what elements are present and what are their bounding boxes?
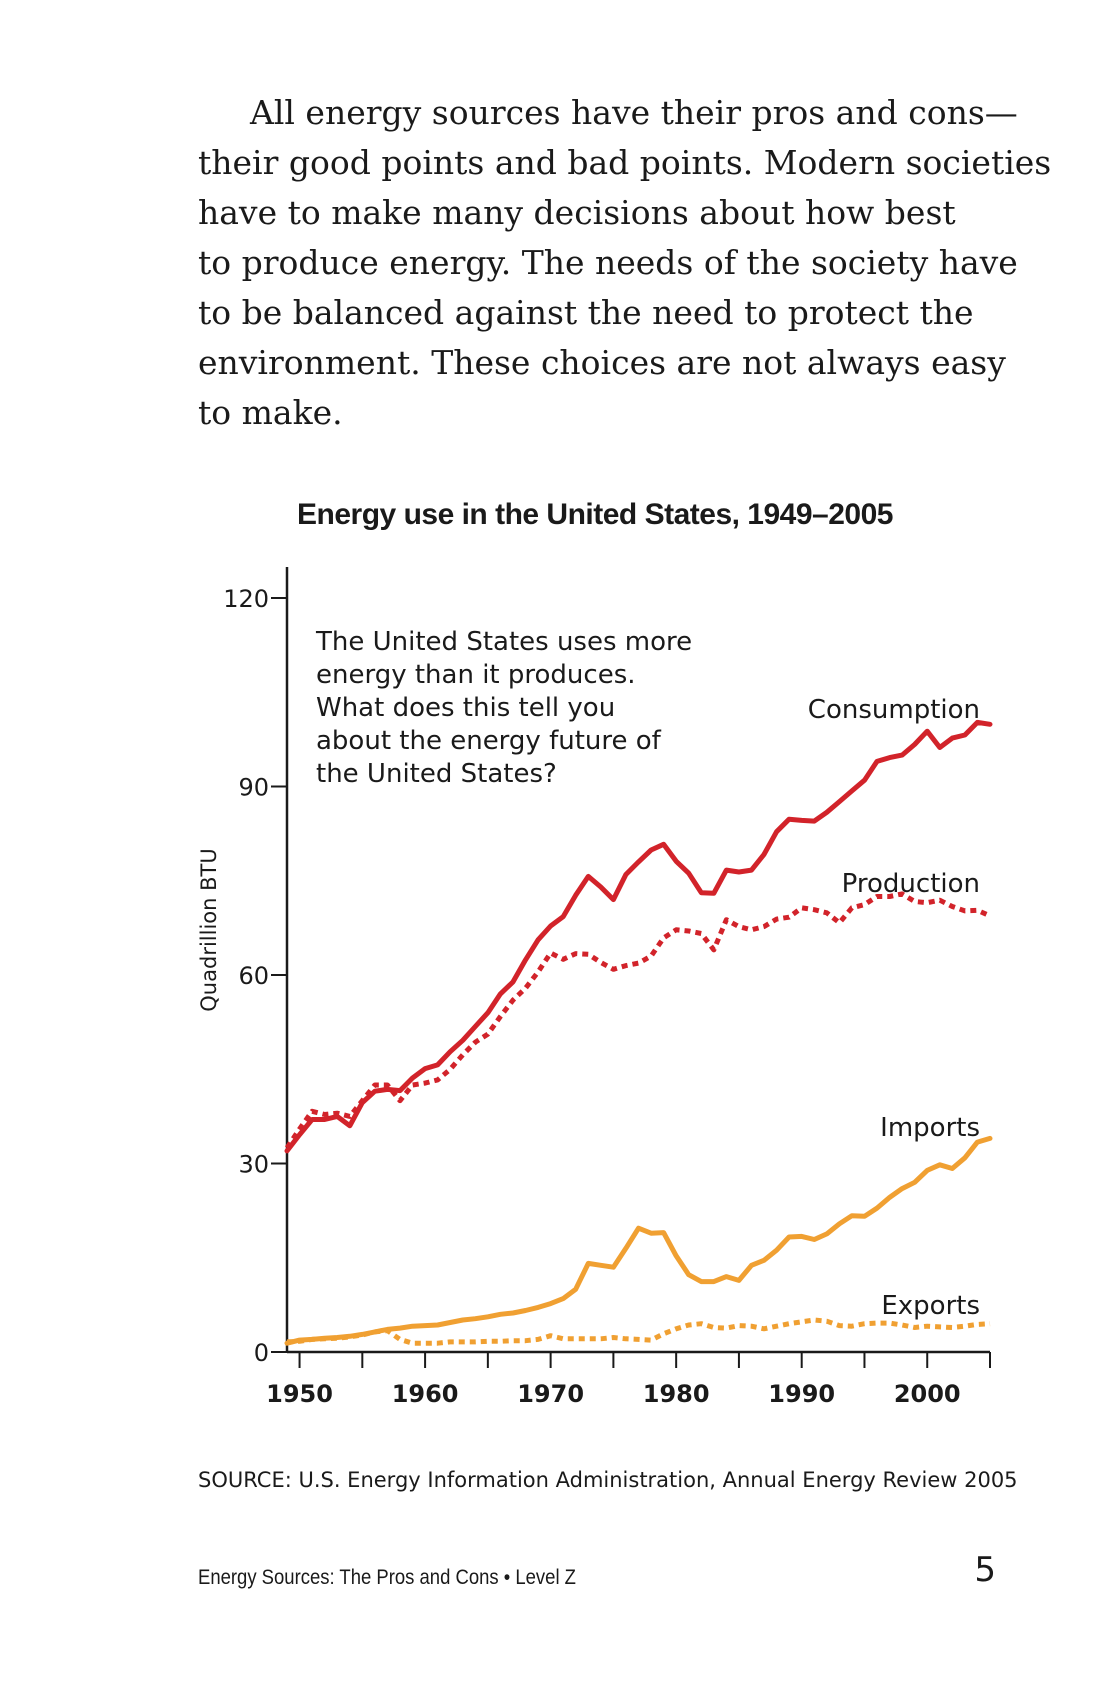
y-tick-label: 0 (254, 1339, 269, 1367)
chart-title: Energy use in the United States, 1949–20… (297, 498, 893, 531)
y-tick-label: 30 (238, 1151, 269, 1179)
chart-annotation-line: What does this tell you (316, 693, 615, 723)
chart-annotation-line: about the energy future of (316, 726, 662, 756)
body-line: have to make many decisions about how be… (198, 193, 956, 232)
y-tick-label: 60 (238, 962, 269, 990)
y-axis-label: Quadrillion BTU (197, 848, 221, 1011)
x-tick-label: 1960 (392, 1380, 459, 1408)
y-tick-label: 90 (238, 774, 269, 802)
page-number: 5 (974, 1550, 996, 1590)
body-line: to be balanced against the need to prote… (198, 293, 974, 332)
series-label-imports: Imports (880, 1113, 980, 1143)
x-tick-label: 1980 (643, 1380, 710, 1408)
series-line-exports (286, 1317, 991, 1346)
x-tick-label: 1950 (266, 1380, 333, 1408)
chart-annotation-line: the United States? (316, 759, 557, 789)
series-label-production: Production (842, 869, 980, 899)
chart-annotation-line: The United States uses more (315, 627, 692, 657)
body-line: All energy sources have their pros and c… (250, 93, 1018, 132)
body-paragraph: All energy sources have their pros and c… (198, 88, 1052, 438)
x-tick-label: 1970 (517, 1380, 584, 1408)
x-tick-label: 2000 (894, 1380, 961, 1408)
body-line: to make. (198, 393, 343, 432)
energy-line-chart: 0 30 60 90 120 1950 1960 1970 1980 1990 2000 Quadri… (197, 567, 993, 1408)
chart-annotation-line: energy than it produces. (316, 660, 636, 690)
body-line: environment. These choices are not alway… (198, 343, 1006, 382)
footer-book-title: Energy Sources: The Pros and Cons • Leve… (198, 1566, 576, 1589)
source-note: SOURCE: U.S. Energy Information Administ… (198, 1468, 1018, 1492)
body-line: their good points and bad points. Modern… (198, 143, 1052, 182)
series-label-exports: Exports (881, 1291, 980, 1321)
body-line: to produce energy. The needs of the soci… (198, 243, 1018, 282)
y-tick-label: 120 (223, 585, 269, 613)
series-label-consumption: Consumption (808, 695, 980, 725)
series-line-production (284, 891, 992, 1150)
series-line-consumption (284, 719, 993, 1154)
series-line-imports (284, 1135, 993, 1346)
x-tick-label: 1990 (768, 1380, 835, 1408)
